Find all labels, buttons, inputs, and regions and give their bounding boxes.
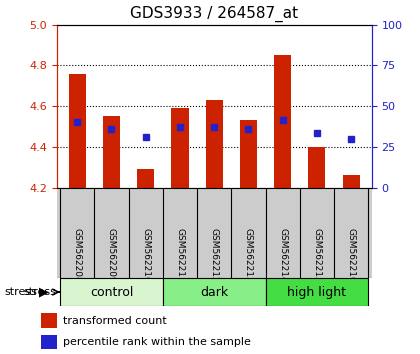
Text: high light: high light — [287, 286, 346, 298]
Text: GSM562211: GSM562211 — [176, 228, 184, 283]
Text: GSM562213: GSM562213 — [244, 228, 253, 283]
Text: GSM562215: GSM562215 — [312, 228, 321, 283]
Text: control: control — [90, 286, 133, 298]
Text: ▶: ▶ — [39, 286, 48, 298]
Bar — [60, 278, 163, 306]
Text: GSM562208: GSM562208 — [73, 228, 82, 283]
Bar — [137, 169, 154, 188]
Bar — [265, 278, 368, 306]
Title: GDS3933 / 264587_at: GDS3933 / 264587_at — [130, 6, 298, 22]
Text: percentile rank within the sample: percentile rank within the sample — [63, 337, 251, 347]
Bar — [240, 120, 257, 188]
Text: GSM562214: GSM562214 — [278, 228, 287, 283]
Text: GSM562216: GSM562216 — [346, 228, 356, 283]
Text: dark: dark — [200, 286, 228, 298]
Bar — [206, 100, 223, 188]
Bar — [41, 335, 57, 349]
Bar — [41, 313, 57, 328]
Bar — [274, 55, 291, 188]
Text: transformed count: transformed count — [63, 315, 167, 326]
Bar — [171, 108, 189, 188]
Text: stress: stress — [4, 287, 37, 297]
Bar — [343, 175, 360, 188]
Bar — [308, 147, 326, 188]
Bar — [69, 74, 86, 188]
Text: GSM562209: GSM562209 — [107, 228, 116, 283]
Text: GSM562210: GSM562210 — [141, 228, 150, 283]
Bar — [103, 116, 120, 188]
Text: stress: stress — [23, 287, 56, 297]
Bar — [163, 278, 265, 306]
Text: GSM562212: GSM562212 — [210, 228, 219, 283]
